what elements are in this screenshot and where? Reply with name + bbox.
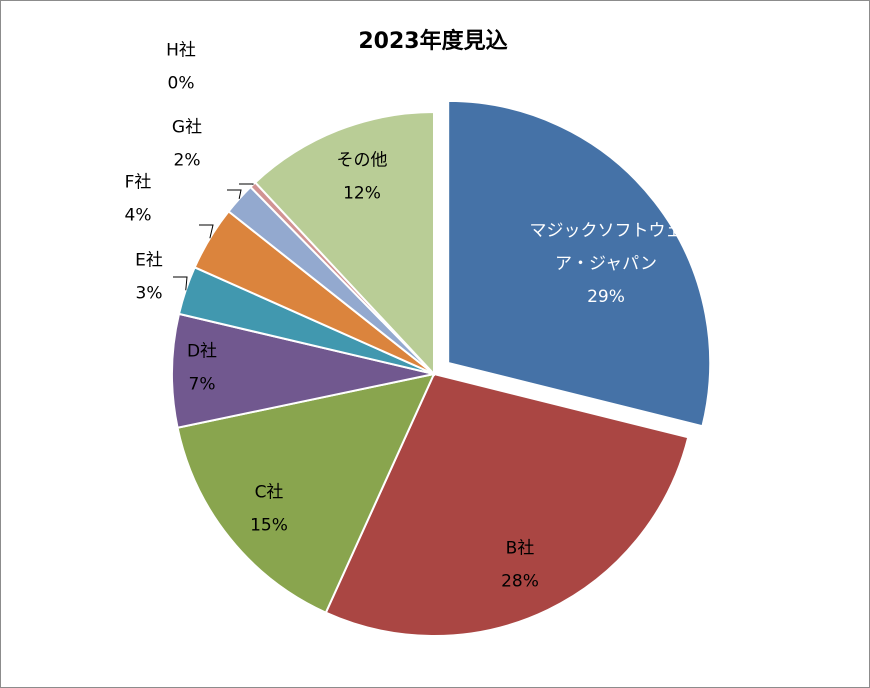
- leader-line-8: [239, 183, 254, 185]
- pie-slice-3: [176, 372, 436, 614]
- slice-label-7: G社 2%: [172, 118, 202, 171]
- slice-name: B社: [506, 539, 535, 559]
- slice-percent: 12%: [343, 184, 381, 204]
- slice-label-4: D社 7%: [187, 342, 217, 395]
- slice-name: F社: [125, 173, 152, 193]
- slice-name: D社: [187, 342, 217, 362]
- slice-percent: 29%: [587, 287, 625, 307]
- leader-line-5: [173, 276, 188, 291]
- slice-name: H社: [166, 41, 196, 61]
- pie-slice-1: [447, 99, 712, 428]
- slice-label-2: B社 28%: [501, 539, 539, 592]
- slice-percent: 15%: [250, 516, 288, 536]
- pie-slice-4: [171, 312, 435, 429]
- slice-label-8: H社 0%: [166, 41, 196, 94]
- pie-slice-2: [324, 372, 690, 637]
- slice-label-1: マジックソフトウェア・ジャパン 29%: [530, 221, 683, 307]
- chart-title: 2023年度見込: [358, 28, 507, 54]
- slice-percent: 28%: [501, 572, 539, 592]
- slice-percent: 2%: [174, 151, 201, 171]
- slice-label-9: その他 12%: [337, 151, 388, 204]
- slice-percent: 3%: [136, 284, 163, 304]
- pie-slice-9: [253, 110, 435, 377]
- slice-name: C社: [255, 483, 284, 503]
- slice-name: マジックソフトウェ: [530, 221, 683, 241]
- slice-name: E社: [135, 251, 163, 271]
- slice-name: G社: [172, 118, 202, 138]
- slice-percent: 0%: [168, 74, 195, 94]
- slice-name: ア・ジャパン: [555, 254, 657, 274]
- slice-label-3: C社 15%: [250, 483, 288, 536]
- leader-line-6: [199, 224, 214, 239]
- leader-line-7: [227, 189, 242, 199]
- slice-name: その他: [337, 151, 388, 171]
- slice-percent: 7%: [189, 375, 216, 395]
- slice-percent: 4%: [125, 206, 152, 226]
- slice-label-5: E社 3%: [135, 251, 163, 304]
- slice-label-6: F社 4%: [125, 173, 152, 226]
